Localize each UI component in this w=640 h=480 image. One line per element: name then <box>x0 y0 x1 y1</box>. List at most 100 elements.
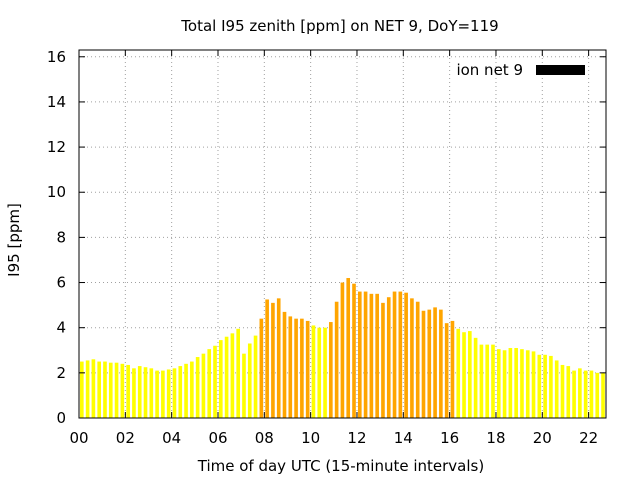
bar <box>468 331 472 418</box>
legend-label: ion net 9 <box>456 61 523 79</box>
bar <box>213 345 217 418</box>
bar <box>444 323 449 418</box>
bar <box>294 318 298 418</box>
bar <box>253 335 258 418</box>
bar <box>491 344 495 418</box>
bar <box>479 344 484 418</box>
bar <box>375 293 379 418</box>
bar <box>236 328 240 418</box>
bar <box>230 333 235 418</box>
bar <box>247 343 252 418</box>
bar <box>108 362 113 418</box>
y-tick-label: 2 <box>56 364 66 382</box>
bar <box>433 307 437 418</box>
bar <box>439 309 443 418</box>
bar <box>91 359 96 418</box>
bar <box>161 370 165 418</box>
bar <box>190 361 194 418</box>
x-tick-label: 22 <box>579 429 598 447</box>
bar <box>386 297 391 418</box>
bar <box>525 350 530 418</box>
bar <box>514 348 518 418</box>
bar <box>224 336 229 418</box>
bar <box>462 332 466 418</box>
bar <box>300 318 304 418</box>
bar <box>508 348 513 418</box>
bar <box>520 349 524 418</box>
bar <box>201 353 206 418</box>
bar <box>242 353 246 418</box>
bar <box>450 320 455 418</box>
bar <box>404 292 408 418</box>
bar <box>566 366 571 418</box>
y-tick-label: 4 <box>56 319 66 337</box>
bar <box>456 328 461 418</box>
x-tick-label: 00 <box>69 429 88 447</box>
bar <box>381 302 385 418</box>
bar <box>346 278 351 418</box>
bar <box>502 350 507 418</box>
bar <box>218 340 223 418</box>
bar <box>143 367 148 418</box>
bar <box>427 309 432 418</box>
x-tick-label: 16 <box>440 429 459 447</box>
bar <box>340 282 345 418</box>
bar <box>554 360 559 418</box>
legend-swatch <box>536 65 585 75</box>
y-tick-label: 10 <box>47 183 66 201</box>
grid-lines <box>79 50 606 418</box>
x-tick-label: 08 <box>255 429 274 447</box>
bar <box>276 298 281 418</box>
bar <box>549 355 553 418</box>
x-tick-label: 04 <box>162 429 181 447</box>
bar <box>329 322 333 418</box>
bar <box>120 363 125 418</box>
y-tick-label: 14 <box>47 93 66 111</box>
bar <box>137 366 142 418</box>
x-tick-label: 02 <box>116 429 135 447</box>
bar <box>531 351 536 418</box>
bar <box>149 368 154 418</box>
bar <box>103 361 107 418</box>
bar <box>317 327 322 418</box>
bar <box>207 349 212 418</box>
y-tick-label: 16 <box>47 48 66 66</box>
x-tick-label: 18 <box>486 429 505 447</box>
bar <box>305 320 310 418</box>
bar <box>415 301 420 418</box>
y-tick-label: 8 <box>56 228 66 246</box>
bar <box>132 368 136 418</box>
y-axis-title: I95 [ppm] <box>5 203 23 277</box>
bar <box>80 361 84 418</box>
y-tick-label: 0 <box>56 409 66 427</box>
bars <box>80 278 605 418</box>
bar <box>560 364 565 418</box>
bar <box>85 360 90 418</box>
bar <box>282 311 287 418</box>
bar <box>357 291 362 418</box>
bar <box>589 370 594 418</box>
bar <box>601 372 605 418</box>
bar <box>398 291 403 418</box>
axis-ticks <box>78 50 606 419</box>
bar <box>421 310 426 418</box>
plot-frame <box>78 49 607 419</box>
bar <box>595 372 600 418</box>
bar <box>97 361 102 418</box>
y-tick-label: 12 <box>47 138 66 156</box>
legend: ion net 9 <box>456 61 585 79</box>
bar <box>114 362 119 418</box>
x-tick-label: 14 <box>394 429 413 447</box>
bar <box>172 368 177 418</box>
bar <box>537 354 542 418</box>
x-tick-label: 10 <box>301 429 320 447</box>
bar <box>369 293 374 418</box>
y-tick-label: 6 <box>56 274 66 292</box>
bar <box>184 363 188 418</box>
bar <box>583 370 588 418</box>
bar <box>271 302 275 418</box>
bar <box>259 318 264 418</box>
bar <box>126 364 130 418</box>
bar <box>410 298 414 418</box>
